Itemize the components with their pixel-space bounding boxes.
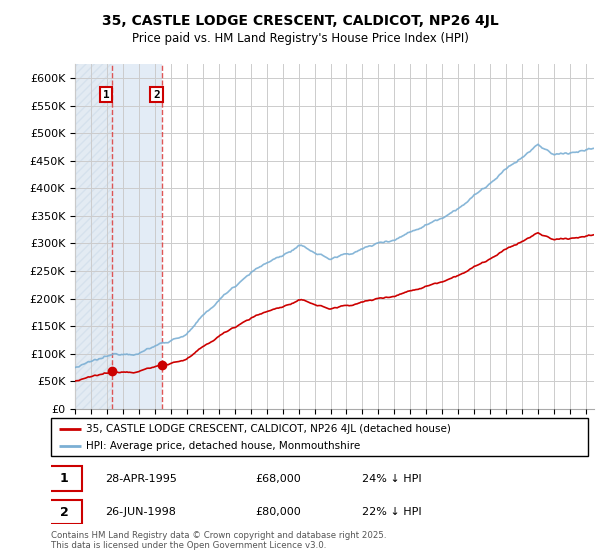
Text: £68,000: £68,000 xyxy=(255,474,301,483)
FancyBboxPatch shape xyxy=(46,500,82,524)
Text: HPI: Average price, detached house, Monmouthshire: HPI: Average price, detached house, Monm… xyxy=(86,441,360,451)
Bar xyxy=(112,64,163,409)
Text: Contains HM Land Registry data © Crown copyright and database right 2025.
This d: Contains HM Land Registry data © Crown c… xyxy=(51,531,386,550)
FancyBboxPatch shape xyxy=(51,418,588,456)
FancyBboxPatch shape xyxy=(46,466,82,491)
Text: Price paid vs. HM Land Registry's House Price Index (HPI): Price paid vs. HM Land Registry's House … xyxy=(131,32,469,45)
Text: 35, CASTLE LODGE CRESCENT, CALDICOT, NP26 4JL: 35, CASTLE LODGE CRESCENT, CALDICOT, NP2… xyxy=(101,14,499,28)
Text: 2: 2 xyxy=(153,90,160,100)
Text: £80,000: £80,000 xyxy=(255,507,301,517)
Bar xyxy=(75,64,112,409)
Text: 22% ↓ HPI: 22% ↓ HPI xyxy=(362,507,422,517)
Text: 26-JUN-1998: 26-JUN-1998 xyxy=(105,507,176,517)
Text: 2: 2 xyxy=(59,506,68,519)
Text: 1: 1 xyxy=(103,90,109,100)
Text: 35, CASTLE LODGE CRESCENT, CALDICOT, NP26 4JL (detached house): 35, CASTLE LODGE CRESCENT, CALDICOT, NP2… xyxy=(86,423,451,433)
Text: 1: 1 xyxy=(59,472,68,485)
Text: 24% ↓ HPI: 24% ↓ HPI xyxy=(362,474,422,483)
Text: 28-APR-1995: 28-APR-1995 xyxy=(105,474,176,483)
